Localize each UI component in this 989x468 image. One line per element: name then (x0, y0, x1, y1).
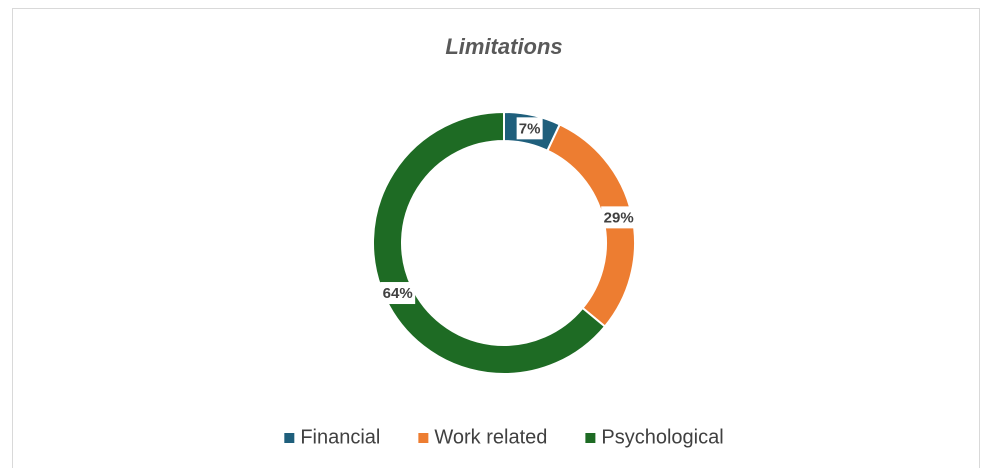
legend-label: Financial (300, 426, 380, 448)
data-label-bg (516, 117, 543, 140)
chart-title: Limitations (445, 34, 562, 59)
data-label: 64% (383, 285, 413, 302)
data-label-bg (380, 282, 416, 305)
donut-slice (372, 110, 607, 375)
legend-label: Psychological (601, 426, 723, 448)
legend-swatch (418, 433, 429, 443)
chart-border (12, 8, 980, 468)
legend-label: Work related (434, 426, 547, 448)
data-label-bg (601, 206, 637, 229)
data-label: 29% (604, 209, 634, 226)
legend-swatch (284, 433, 295, 443)
data-label: 7% (519, 120, 541, 137)
legend-swatch (585, 433, 596, 443)
